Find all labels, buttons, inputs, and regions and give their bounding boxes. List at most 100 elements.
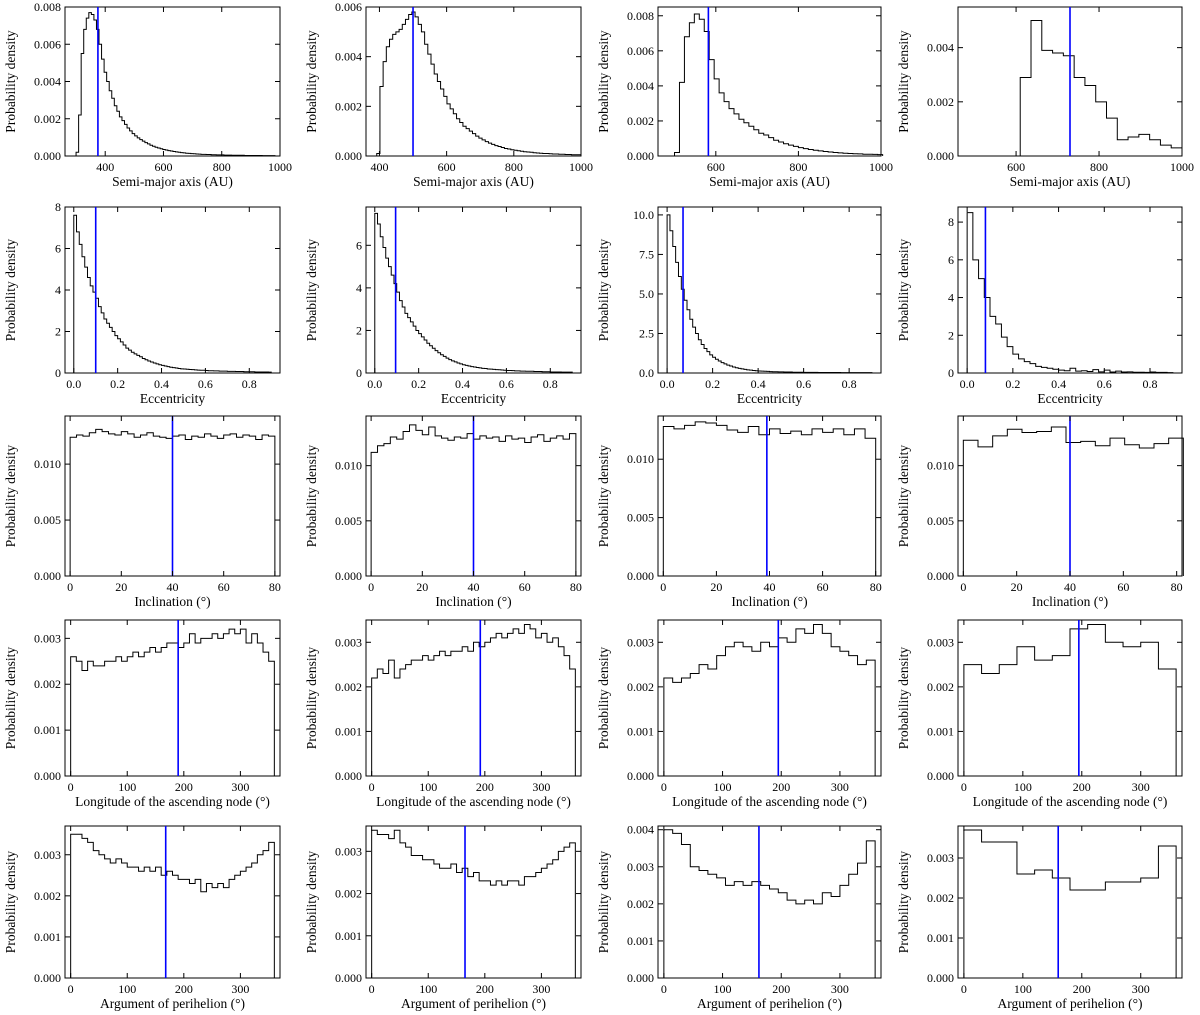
y-tick-label: 0.000 xyxy=(335,149,362,163)
subplot-r0-c3: 600 800 1000 0.000 0.002 0.004 Semi-major axis… xyxy=(896,6,1194,189)
y-tick-label: 0.005 xyxy=(335,514,362,528)
y-tick-label: 0.001 xyxy=(335,724,362,738)
y-tick-label: 0.006 xyxy=(34,37,61,51)
plot-frame xyxy=(957,206,1183,374)
subplot-r4-c0: 0 100 200 300 0.000 0.001 0.002 0.003 Argument o… xyxy=(3,825,281,1011)
histogram-steps xyxy=(371,829,576,978)
x-axis-label: Inclination (°) xyxy=(134,594,210,609)
x-axis-label: Semi-major axis (AU) xyxy=(1010,174,1131,189)
x-tick-label: 0 xyxy=(961,780,967,794)
x-axis-label: Eccentricity xyxy=(737,391,802,406)
x-tick-label: 60 xyxy=(519,580,531,594)
histogram-steps xyxy=(963,623,1177,776)
x-axis-label: Longitude of the ascending node (°) xyxy=(672,794,867,809)
x-tick-label: 60 xyxy=(218,580,230,594)
y-tick-label: 0.003 xyxy=(927,635,954,649)
y-tick-label: 0.006 xyxy=(627,44,654,58)
subplot-r2-c1: 0 20 40 60 80 0.000 0.005 0.010 Inclination (°) P… xyxy=(304,415,582,609)
x-tick-label: 200 xyxy=(476,982,494,996)
x-tick-label: 40 xyxy=(167,580,179,594)
x-axis-label: Argument of perihelion (°) xyxy=(697,996,842,1011)
y-tick-label: 0.002 xyxy=(335,887,362,901)
x-tick-label: 400 xyxy=(96,160,114,174)
subplot-r3-c0: 0 100 200 300 0.000 0.001 0.002 0.003 Longitude … xyxy=(3,619,281,809)
histogram-steps xyxy=(666,214,873,374)
x-tick-label: 0 xyxy=(68,780,74,794)
x-tick-label: 0.6 xyxy=(499,377,514,391)
y-axis-label: Probability density xyxy=(596,239,611,342)
x-tick-label: 20 xyxy=(710,580,722,594)
y-tick-label: 8 xyxy=(948,215,954,229)
x-tick-label: 0.4 xyxy=(751,377,766,391)
x-tick-label: 0 xyxy=(960,580,966,594)
x-axis-label: Argument of perihelion (°) xyxy=(998,996,1143,1011)
y-tick-label: 0 xyxy=(948,366,954,380)
histogram-steps xyxy=(73,214,272,373)
x-axis-label: Inclination (°) xyxy=(435,594,511,609)
x-tick-label: 0 xyxy=(369,780,375,794)
y-axis-label: Probability density xyxy=(304,239,319,342)
plot-frame xyxy=(64,206,281,374)
plot-frame xyxy=(64,619,281,777)
x-tick-label: 200 xyxy=(175,982,193,996)
x-tick-label: 0.0 xyxy=(66,377,81,391)
y-tick-label: 0.003 xyxy=(335,635,362,649)
y-tick-label: 0.000 xyxy=(335,769,362,783)
histogram-steps xyxy=(963,829,1177,978)
x-tick-label: 20 xyxy=(115,580,127,594)
x-tick-label: 600 xyxy=(154,160,172,174)
histogram-steps xyxy=(371,623,576,776)
y-axis-label: Probability density xyxy=(896,30,911,133)
x-tick-label: 0.4 xyxy=(455,377,470,391)
y-tick-label: 0.005 xyxy=(34,513,61,527)
x-tick-label: 0.8 xyxy=(543,377,558,391)
y-tick-label: 0.003 xyxy=(335,844,362,858)
histogram-steps xyxy=(70,628,275,776)
y-axis-label: Probability density xyxy=(3,239,18,342)
x-tick-label: 300 xyxy=(831,780,849,794)
y-tick-label: 0.004 xyxy=(627,79,654,93)
y-tick-label: 0.002 xyxy=(927,891,954,905)
x-tick-label: 0.2 xyxy=(705,377,720,391)
x-tick-label: 100 xyxy=(419,780,437,794)
histogram-steps xyxy=(376,11,582,156)
y-axis-label: Probability density xyxy=(304,647,319,750)
x-tick-label: 300 xyxy=(831,982,849,996)
y-tick-label: 4 xyxy=(356,281,362,295)
x-tick-label: 0 xyxy=(661,982,667,996)
y-tick-label: 2 xyxy=(356,323,362,337)
y-tick-label: 0.000 xyxy=(627,769,654,783)
y-axis-label: Probability density xyxy=(304,851,319,954)
y-tick-label: 0.004 xyxy=(627,823,654,837)
subplot-r0-c1: 400 600 800 1000 0.000 0.002 0.004 0.006 Semi-ma… xyxy=(304,0,593,189)
y-tick-label: 0.002 xyxy=(927,95,954,109)
y-tick-label: 0.000 xyxy=(34,769,61,783)
x-axis-label: Argument of perihelion (°) xyxy=(401,996,546,1011)
y-tick-label: 0.001 xyxy=(627,934,654,948)
x-tick-label: 0 xyxy=(961,982,967,996)
x-tick-label: 1000 xyxy=(268,160,292,174)
subplot-r4-c1: 0 100 200 300 0.000 0.001 0.002 0.003 Argument o… xyxy=(304,825,582,1011)
x-tick-label: 80 xyxy=(1171,580,1183,594)
plot-frame xyxy=(657,415,882,577)
x-tick-label: 80 xyxy=(870,580,882,594)
y-tick-label: 0.002 xyxy=(627,897,654,911)
x-tick-label: 20 xyxy=(416,580,428,594)
y-tick-label: 0.002 xyxy=(335,99,362,113)
subplot-r3-c2: 0 100 200 300 0.000 0.001 0.002 0.003 Longitude … xyxy=(596,619,882,809)
y-tick-label: 6 xyxy=(948,253,954,267)
y-tick-label: 8 xyxy=(55,200,61,214)
x-tick-label: 400 xyxy=(370,160,388,174)
x-tick-label: 800 xyxy=(213,160,231,174)
x-tick-label: 300 xyxy=(231,780,249,794)
x-tick-label: 300 xyxy=(532,982,550,996)
x-tick-label: 0.0 xyxy=(960,377,975,391)
plot-frame xyxy=(957,825,1183,979)
x-tick-label: 40 xyxy=(468,580,480,594)
y-tick-label: 0.002 xyxy=(627,114,654,128)
y-tick-label: 0.000 xyxy=(335,569,362,583)
y-tick-label: 0.000 xyxy=(627,149,654,163)
subplot-r4-c2: 0 100 200 300 0.000 0.001 0.002 0.003 0.004 Argum… xyxy=(596,823,882,1011)
x-tick-label: 1000 xyxy=(1170,160,1194,174)
